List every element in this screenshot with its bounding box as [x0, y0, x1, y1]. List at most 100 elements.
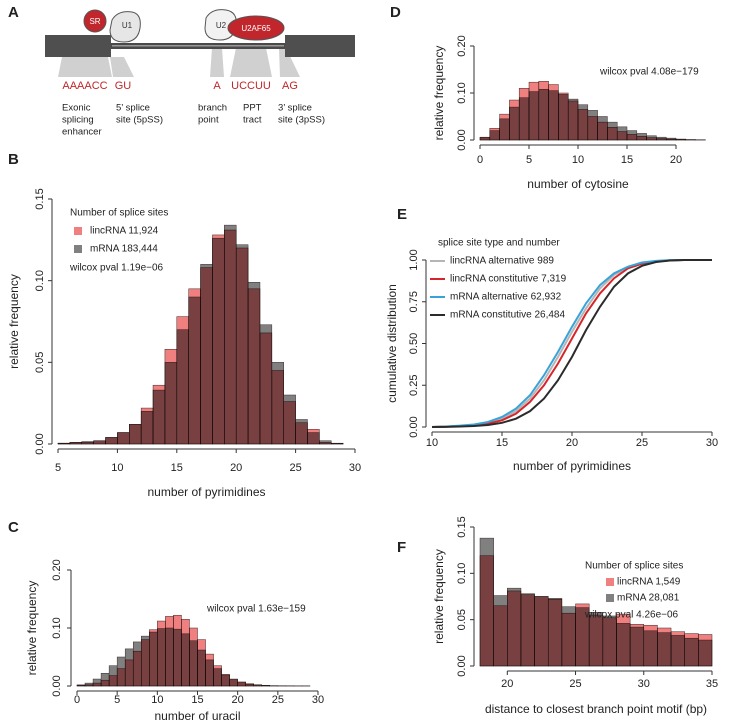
panel-letter: E: [397, 206, 407, 223]
protein-label: U2: [216, 21, 227, 30]
y-axis-label: relative frequency: [7, 274, 21, 369]
bar: [116, 668, 126, 687]
description: branch: [198, 103, 227, 114]
bar: [188, 288, 201, 445]
bar: [684, 633, 699, 667]
bar: [597, 121, 608, 141]
legend-label: lincRNA 1,549: [617, 577, 681, 588]
y-axis-label: relative frequency: [432, 46, 446, 141]
motif: UCCUU: [231, 80, 271, 92]
bar: [538, 81, 549, 141]
bar: [141, 639, 150, 687]
bar: [616, 613, 631, 667]
panel-letter: B: [8, 151, 19, 168]
y-axis-label: relative frequency: [25, 581, 39, 676]
bar: [479, 136, 491, 141]
x-tick-label: 20: [232, 694, 244, 706]
funnel: [210, 48, 224, 77]
bar: [577, 109, 589, 141]
bar: [124, 659, 134, 687]
description: site (3pSS): [278, 115, 325, 126]
y-tick-label: 0.00: [408, 416, 420, 437]
x-tick-label: 25: [636, 437, 648, 449]
bar: [57, 442, 71, 445]
bar: [261, 685, 271, 687]
description: Exonic: [62, 103, 91, 114]
bar: [205, 653, 214, 687]
bar: [561, 612, 576, 667]
x-tick-label: 10: [572, 154, 584, 166]
y-tick-label: 0.10: [34, 270, 46, 291]
chart-panel: C 0 5 10 15 20 25 30 number of uracil 0.00 0.10 0.2…: [8, 519, 324, 723]
exon: [285, 35, 355, 57]
bar: [105, 437, 118, 445]
x-axis-label: number of pyrimidines: [513, 459, 631, 473]
x-tick-label: 25: [289, 462, 301, 474]
x-tick-label: 30: [312, 694, 324, 706]
legend-label: lincRNA alternative 989: [450, 256, 554, 267]
x-tick-label: 20: [670, 154, 682, 166]
legend-label: mRNA 183,444: [90, 244, 158, 255]
bar: [247, 288, 261, 445]
annotation: wilcox pval 1.19e−06: [69, 263, 164, 274]
description: 5’ splice: [116, 103, 150, 114]
bar: [307, 429, 320, 445]
bar: [200, 267, 213, 445]
bar: [629, 624, 645, 667]
y-tick-label: 0.00: [51, 675, 63, 696]
bar: [157, 620, 166, 687]
legend-swatch: [606, 578, 614, 586]
legend-title: Number of splice sites: [70, 208, 168, 219]
bar: [636, 135, 647, 141]
x-axis-label: number of cytosine: [527, 177, 629, 191]
bar: [108, 675, 118, 687]
y-tick-label: 0.00: [456, 655, 468, 676]
u2af65-protein: [227, 15, 285, 41]
x-axis-label: distance to closest branch point motif (…: [485, 702, 707, 716]
y-tick-label: 0.15: [456, 516, 468, 537]
x-tick-label: 30: [349, 462, 361, 474]
y-axis-label: cumulative distribution: [385, 284, 399, 403]
bar: [149, 629, 158, 687]
annotation: wilcox pval 1.63e−159: [206, 604, 306, 615]
bar: [616, 131, 628, 141]
panel-letter: A: [8, 4, 19, 21]
bar: [698, 634, 713, 667]
x-tick-label: 35: [706, 678, 718, 690]
annotation: wilcox pval 4.26e−06: [584, 610, 679, 621]
x-tick-label: 15: [496, 437, 508, 449]
bar: [84, 684, 94, 687]
bar: [548, 84, 559, 141]
bar: [587, 116, 598, 141]
bar: [92, 682, 102, 687]
bar: [657, 627, 672, 667]
bar: [489, 128, 500, 141]
bar: [534, 596, 549, 667]
legend-label: mRNA constitutive 26,484: [450, 310, 565, 321]
bar: [271, 370, 284, 445]
motif: AAAACC: [62, 80, 107, 92]
annotation: wilcox pval 4.08e−179: [599, 67, 699, 78]
x-tick-label: 5: [114, 694, 120, 706]
y-tick-label: 0.10: [51, 617, 63, 638]
bar: [152, 384, 166, 445]
x-tick-label: 10: [426, 437, 438, 449]
y-tick-label: 1.00: [408, 249, 420, 270]
bar: [69, 442, 83, 445]
x-tick-label: 0: [477, 154, 483, 166]
description: point: [198, 115, 219, 126]
x-tick-label: 30: [706, 437, 718, 449]
y-tick-label: 0.05: [34, 352, 46, 373]
line: [431, 259, 712, 428]
y-tick-label: 0.75: [408, 291, 420, 312]
bar: [140, 407, 154, 445]
bar: [165, 616, 174, 687]
bar: [656, 138, 667, 141]
x-tick-label: 10: [151, 694, 163, 706]
panel-letter: C: [8, 519, 19, 536]
y-tick-label: 0.00: [34, 433, 46, 454]
x-tick-label: 15: [621, 154, 633, 166]
x-tick-label: 15: [171, 462, 183, 474]
bar: [253, 684, 263, 687]
motif: AG: [282, 80, 298, 92]
